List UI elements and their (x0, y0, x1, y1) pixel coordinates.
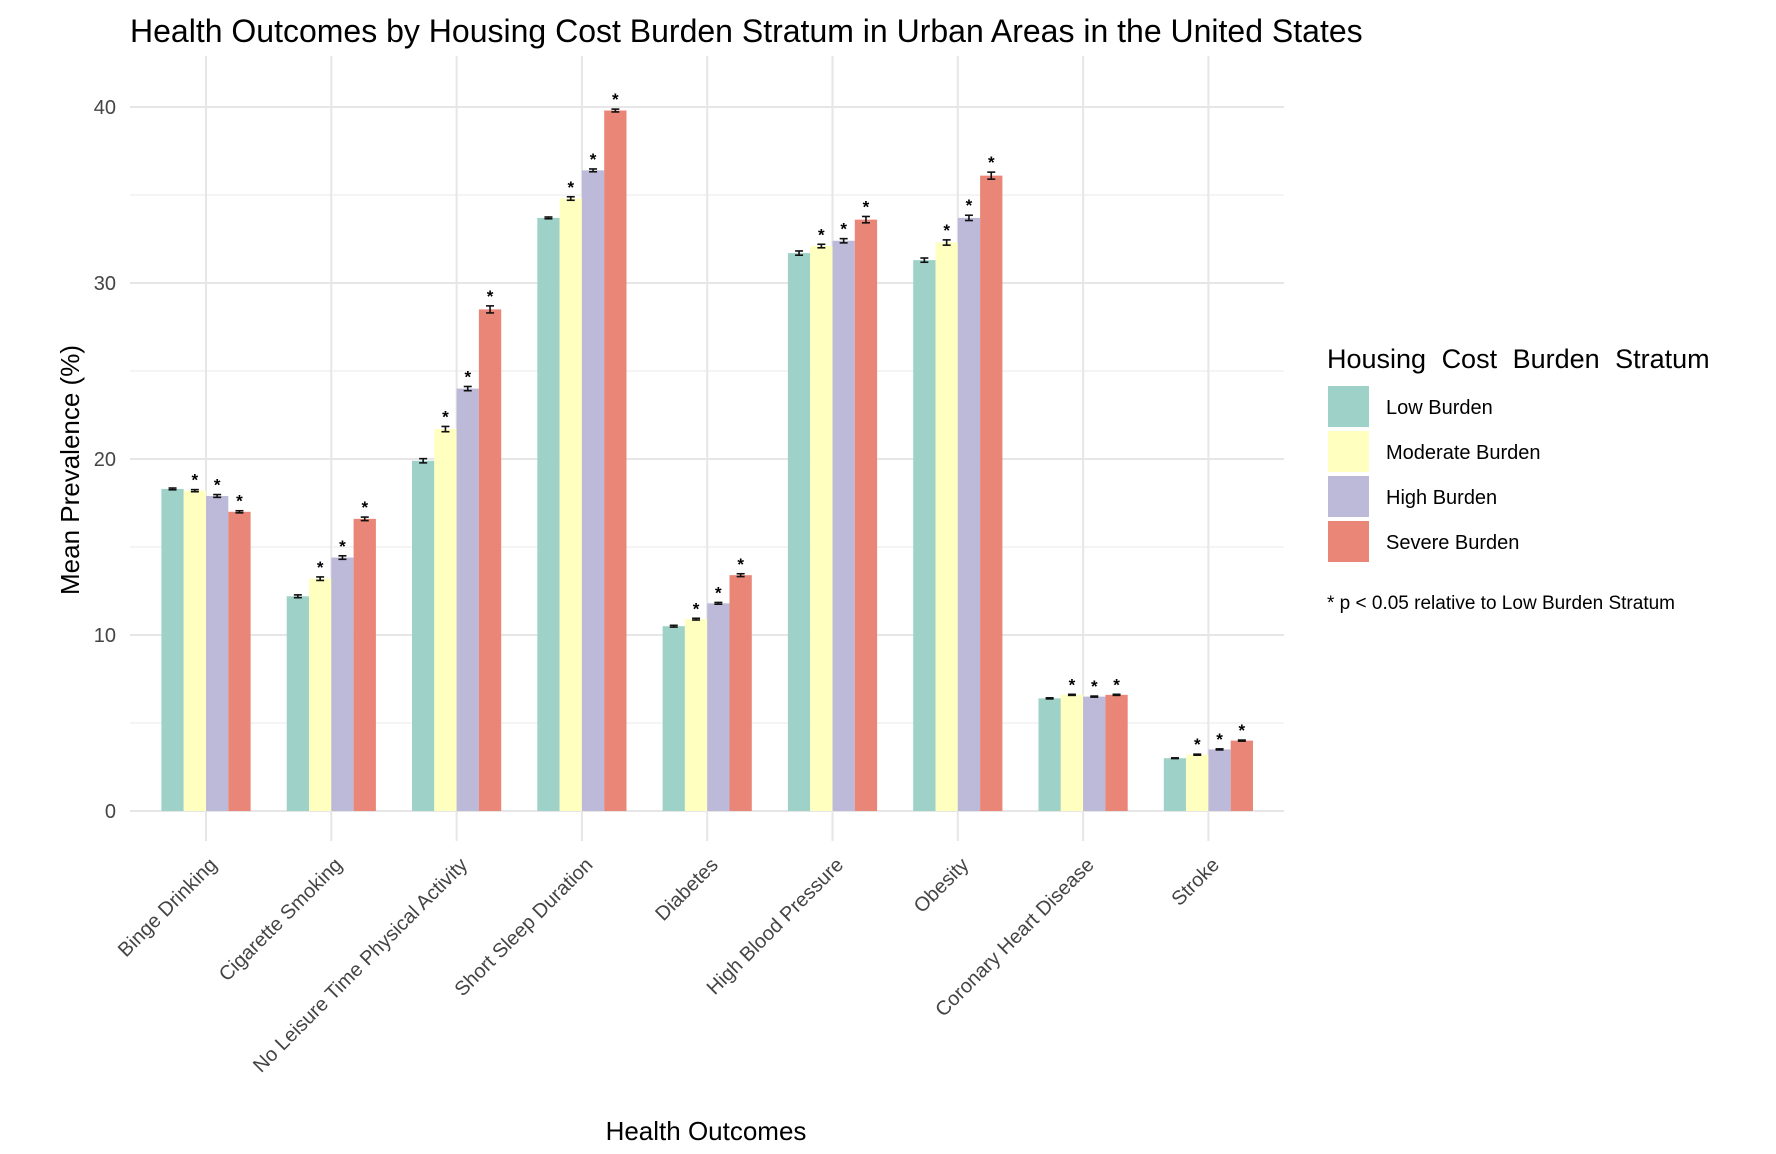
significance-marker: * (214, 476, 221, 495)
significance-marker: * (487, 287, 494, 306)
bar (1186, 754, 1209, 811)
significance-marker: * (1239, 721, 1246, 740)
significance-marker: * (966, 196, 973, 215)
significance-marker: * (590, 150, 597, 169)
bar (537, 217, 560, 811)
y-axis-ticks: 0 10 20 30 40 (94, 97, 116, 823)
y-tick-label: 40 (94, 97, 116, 119)
bar (810, 246, 833, 812)
bar (286, 596, 309, 811)
bar (478, 309, 502, 811)
x-tick-label: Binge Drinking (114, 854, 222, 962)
bar (1060, 694, 1084, 811)
bar (935, 242, 958, 811)
legend-label: High Burden (1386, 487, 1497, 509)
bar (913, 260, 936, 811)
x-axis-title: Health Outcomes (606, 1116, 807, 1146)
bar (1105, 694, 1128, 811)
x-tick-label: Short Sleep Duration (451, 854, 598, 1001)
significance-marker: * (442, 407, 449, 426)
legend: Housing Cost Burden Stratum Low Burden Mo… (1327, 344, 1710, 614)
legend-title: Housing Cost Burden Stratum (1327, 344, 1710, 374)
x-tick-label: High Blood Pressure (703, 854, 848, 999)
bar (331, 557, 354, 811)
significance-marker: * (693, 599, 700, 618)
bar (662, 626, 685, 811)
bar (854, 219, 878, 811)
x-tick-label: No Leisure Time Physical Activity (249, 854, 472, 1077)
legend-key (1328, 521, 1369, 562)
significance-marker: * (1113, 675, 1120, 694)
bar (729, 575, 752, 811)
legend-key (1328, 386, 1369, 427)
y-tick-label: 30 (94, 273, 116, 295)
bar (353, 518, 376, 811)
bar (206, 495, 229, 811)
bar (412, 460, 435, 811)
bar (161, 488, 184, 811)
significance-marker: * (943, 221, 950, 240)
significance-marker: * (236, 492, 243, 511)
bar (183, 490, 206, 811)
y-tick-label: 0 (105, 801, 116, 823)
bar (309, 578, 332, 811)
significance-marker: * (988, 153, 995, 172)
significance-marker: * (818, 225, 825, 244)
legend-label: Moderate Burden (1386, 442, 1541, 464)
bar (1163, 758, 1187, 811)
x-tick-label: Cigarette Smoking (215, 854, 347, 986)
bar (957, 217, 981, 811)
x-tick-label: Diabetes (651, 854, 722, 925)
bar (228, 511, 251, 811)
bars (161, 108, 1253, 812)
significance-marker: * (737, 555, 744, 574)
significance-note: * p < 0.05 relative to Low Burden Stratu… (1327, 593, 1675, 614)
significance-marker: * (715, 583, 722, 602)
x-tick-label: Obesity (910, 854, 974, 918)
chart-title: Health Outcomes by Housing Cost Burden S… (130, 13, 1363, 49)
bar (1038, 698, 1061, 811)
significance-marker: * (1216, 730, 1223, 749)
significance-marker: * (567, 178, 574, 197)
significance-marker: * (612, 90, 619, 109)
bar (581, 170, 605, 812)
bar (434, 429, 457, 811)
significance-markers: * * * * * * * * * * * * * * * * * * * * * * * * * * * (192, 90, 1246, 754)
bar (787, 253, 811, 811)
y-axis-title: Mean Prevalence (%) (55, 345, 85, 595)
bar (604, 110, 627, 811)
bar (456, 388, 479, 811)
bar (980, 175, 1003, 811)
significance-marker: * (464, 367, 471, 386)
x-tick-label: Stroke (1167, 854, 1223, 910)
bar (559, 198, 582, 811)
significance-marker: * (317, 558, 324, 577)
legend-label: Severe Burden (1386, 532, 1519, 554)
significance-marker: * (1194, 735, 1201, 754)
significance-marker: * (361, 498, 368, 517)
significance-marker: * (1069, 675, 1076, 694)
legend-items: Low Burden Moderate Burden High Burden Seve… (1328, 386, 1541, 562)
significance-marker: * (339, 537, 346, 556)
y-tick-label: 20 (94, 449, 116, 471)
legend-label: Low Burden (1386, 397, 1493, 419)
bar (707, 603, 730, 811)
significance-marker: * (863, 197, 870, 216)
bar (1083, 696, 1106, 811)
y-tick-label: 10 (94, 625, 116, 647)
bar (832, 240, 855, 811)
bar (1208, 749, 1231, 811)
significance-marker: * (1091, 677, 1098, 696)
bar (684, 619, 708, 811)
bar (1230, 740, 1253, 811)
significance-marker: * (192, 471, 199, 490)
legend-key (1328, 431, 1369, 472)
legend-key (1328, 476, 1369, 517)
significance-marker: * (840, 220, 847, 239)
